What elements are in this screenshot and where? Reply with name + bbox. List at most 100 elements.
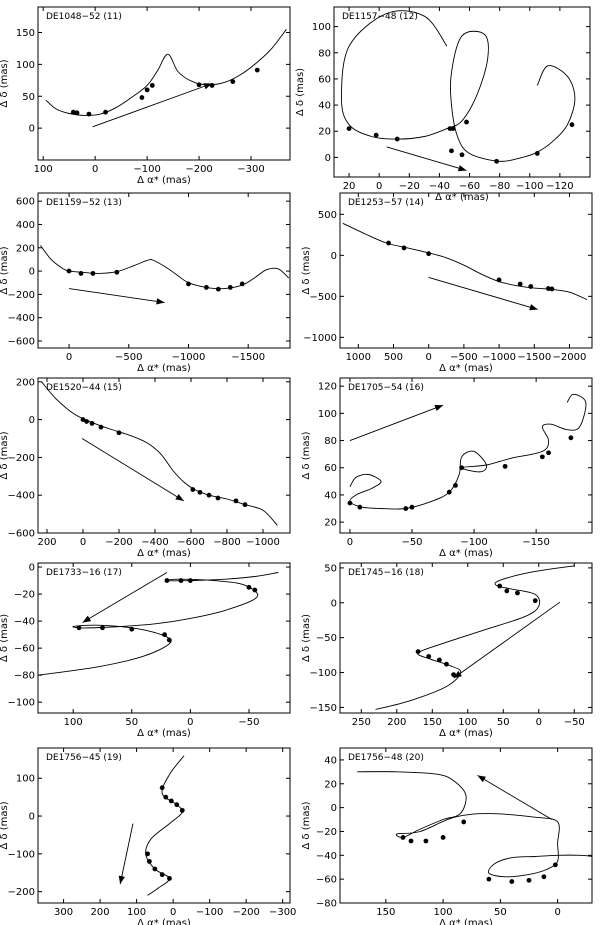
panel-title: DE1756−48 (20) bbox=[348, 753, 424, 763]
observation-point bbox=[494, 158, 500, 164]
panel-title: DE1253−57 (14) bbox=[348, 198, 424, 208]
panel-5: 200 0 −200 −400 −600 −800 −1000 −600 −400 −200 0 20… bbox=[0, 377, 291, 559]
x-tick-label: 0 bbox=[92, 164, 98, 175]
y-tick-label: 100 bbox=[16, 774, 35, 785]
observation-point bbox=[539, 454, 545, 460]
y-tick-label: −100 bbox=[310, 668, 337, 679]
observation-point bbox=[167, 876, 172, 881]
x-tick-label: −80 bbox=[489, 181, 510, 192]
panel-1: 100 0 −100 −200 −300 0 50 100 150 Δ α* (mas) Δ δ (… bbox=[0, 6, 291, 186]
y-tick-label: −600 bbox=[8, 337, 35, 348]
y-tick-label: 500 bbox=[318, 210, 337, 221]
observation-point bbox=[196, 82, 202, 88]
x-tick-label: 100 bbox=[64, 717, 83, 728]
x-tick-label: −150 bbox=[522, 537, 549, 548]
observation-point bbox=[206, 492, 212, 498]
y-tick-label: −80 bbox=[316, 899, 337, 910]
observation-point bbox=[164, 578, 170, 583]
x-tick-label: 20 bbox=[343, 181, 356, 192]
observation-point bbox=[98, 424, 104, 430]
observation-point bbox=[178, 578, 184, 583]
x-tick-label: −1000 bbox=[246, 537, 280, 548]
arrow-head bbox=[457, 165, 467, 172]
x-tick-label: −1500 bbox=[517, 352, 551, 363]
y-axis-label: Δ δ (mas) bbox=[0, 59, 10, 107]
y-axis-label: Δ δ (mas) bbox=[0, 431, 10, 479]
plot-area bbox=[38, 572, 279, 676]
x-tick-label: 0 bbox=[80, 537, 86, 548]
y-tick-label: −20 bbox=[316, 827, 337, 838]
arrow-head bbox=[118, 875, 125, 885]
model-track-line bbox=[349, 393, 587, 510]
observation-point bbox=[116, 430, 122, 436]
observation-point bbox=[152, 866, 158, 872]
observation-point bbox=[74, 110, 80, 116]
observation-point bbox=[444, 661, 449, 667]
panel-title: DE1745−16 (18) bbox=[348, 568, 424, 578]
y-tick-label: 0 bbox=[29, 415, 35, 426]
observation-point bbox=[394, 136, 400, 142]
x-tick-label: 0 bbox=[66, 352, 72, 363]
panel-4: 1000 500 0 −500 −1000 −1500 −2000−1000−5000500… bbox=[301, 192, 593, 374]
y-tick-label: 200 bbox=[16, 243, 35, 254]
observation-point bbox=[509, 879, 515, 884]
y-tick-label: 40 bbox=[324, 755, 337, 766]
x-tick-label: −2000 bbox=[553, 352, 587, 363]
model-track-line bbox=[45, 29, 287, 116]
y-tick-label: 400 bbox=[16, 220, 35, 231]
observation-point bbox=[497, 583, 503, 589]
x-axis-label: Δ α* (mas) bbox=[137, 918, 191, 925]
x-axis-label: Δ α* (mas) bbox=[435, 192, 489, 203]
observation-point bbox=[347, 500, 353, 506]
panel-title: DE1157−48 (12) bbox=[342, 12, 418, 22]
observation-point bbox=[84, 419, 89, 424]
x-tick-label: −200 bbox=[185, 164, 212, 175]
observation-point bbox=[179, 807, 185, 813]
y-tick-label: 50 bbox=[324, 563, 337, 574]
axes-frame bbox=[333, 6, 591, 178]
observation-point bbox=[233, 498, 239, 504]
y-tick-label: −60 bbox=[14, 644, 35, 655]
observation-point bbox=[436, 657, 442, 663]
x-tick-label: −300 bbox=[269, 907, 296, 918]
x-tick-label: −500 bbox=[450, 352, 477, 363]
y-tick-label: 40 bbox=[324, 490, 337, 501]
arrow-head bbox=[203, 83, 213, 90]
x-tick-label: −1000 bbox=[482, 352, 516, 363]
observation-point bbox=[401, 245, 407, 251]
y-tick-label: −600 bbox=[8, 529, 35, 540]
observation-point bbox=[496, 277, 502, 283]
panel-title: DE1756−45 (19) bbox=[46, 753, 122, 763]
y-axis-label: Δ δ (mas) bbox=[301, 801, 312, 849]
observation-point bbox=[227, 284, 233, 290]
y-tick-label: −60 bbox=[316, 875, 337, 886]
axes-frame bbox=[339, 747, 593, 904]
x-tick-label: 0 bbox=[347, 537, 353, 548]
x-tick-label: 150 bbox=[423, 717, 442, 728]
observation-point bbox=[541, 874, 547, 880]
observation-point bbox=[464, 119, 469, 125]
plot-area bbox=[45, 29, 287, 128]
observation-point bbox=[254, 67, 260, 73]
y-tick-label: 0 bbox=[331, 598, 337, 609]
model-track-line bbox=[375, 565, 575, 710]
observation-point bbox=[426, 251, 432, 257]
x-tick-label: −50 bbox=[401, 537, 422, 548]
y-axis-label: Δ δ (mas) bbox=[301, 614, 312, 662]
x-tick-label: 50 bbox=[497, 717, 510, 728]
observation-point bbox=[357, 504, 363, 510]
observation-point bbox=[403, 506, 409, 511]
x-tick-label: −1000 bbox=[172, 352, 206, 363]
x-tick-label: 0 bbox=[426, 352, 432, 363]
observation-point bbox=[162, 632, 167, 638]
arrow-head bbox=[529, 304, 538, 311]
observation-point bbox=[528, 284, 534, 289]
observation-point bbox=[78, 271, 84, 276]
observation-point bbox=[545, 286, 551, 291]
arrow-head bbox=[453, 670, 462, 679]
axes-frame bbox=[339, 562, 593, 714]
x-tick-label: −50 bbox=[564, 717, 585, 728]
observation-point bbox=[461, 819, 467, 825]
observation-point bbox=[502, 463, 508, 469]
